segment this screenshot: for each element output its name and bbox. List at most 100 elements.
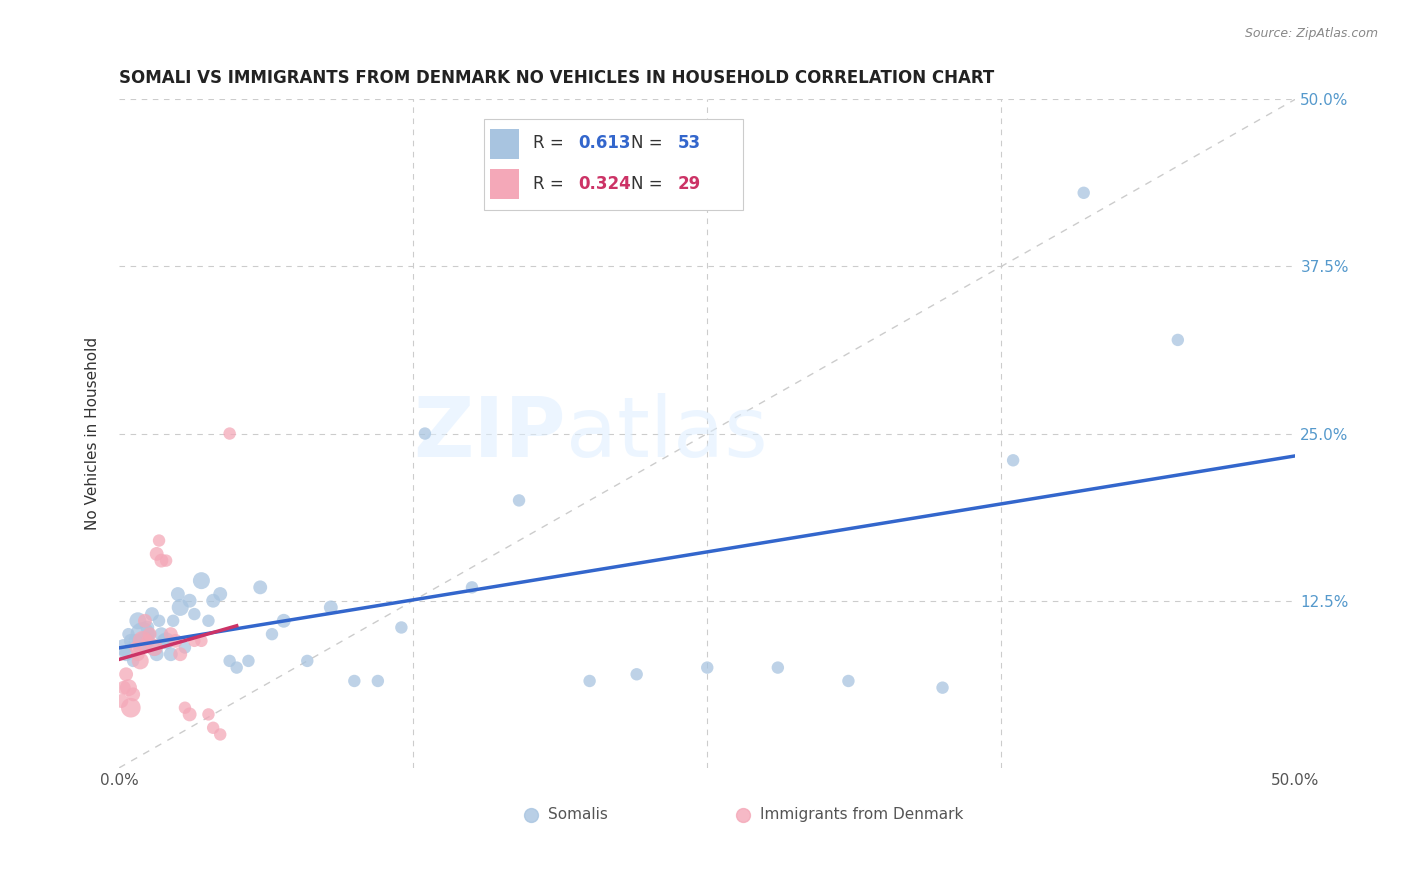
Point (179, 707, 201, 722)
Point (167, 587, 190, 601)
FancyBboxPatch shape (489, 129, 519, 160)
Point (1167, 333, 1189, 347)
Point (117, 627, 139, 641)
Point (837, 673, 859, 688)
Text: 0.613: 0.613 (578, 134, 630, 152)
Point (131, 633, 153, 648)
FancyBboxPatch shape (489, 169, 519, 200)
Point (127, 647, 149, 661)
Point (209, 587, 232, 601)
Point (931, 855, 953, 869)
Y-axis label: No Vehicles in Household: No Vehicles in Household (86, 337, 100, 530)
Point (112, 640, 135, 655)
Point (122, 687, 145, 701)
Text: R =: R = (533, 175, 569, 193)
Point (143, 640, 166, 655)
Point (120, 700, 142, 714)
Point (127, 614, 149, 628)
Text: ZIP: ZIP (413, 393, 567, 474)
Point (197, 707, 219, 722)
Point (183, 633, 205, 648)
Text: Somalis: Somalis (548, 807, 609, 822)
Point (159, 627, 181, 641)
Point (112, 681, 135, 695)
Point (225, 660, 247, 674)
Point (148, 614, 170, 628)
Point (202, 721, 225, 735)
Point (260, 627, 283, 641)
Point (148, 533, 170, 548)
Point (209, 727, 232, 741)
Point (131, 627, 153, 641)
Point (766, 660, 789, 674)
Point (117, 681, 139, 695)
Point (1002, 453, 1025, 467)
Point (155, 553, 177, 567)
Point (626, 667, 648, 681)
Point (124, 640, 146, 655)
Point (578, 673, 600, 688)
Point (162, 614, 184, 628)
Point (115, 647, 138, 661)
Point (145, 547, 167, 561)
Point (413, 426, 436, 441)
Point (150, 627, 173, 641)
Point (138, 627, 160, 641)
Point (202, 593, 225, 607)
Point (238, 654, 260, 668)
Point (145, 647, 167, 661)
FancyBboxPatch shape (484, 120, 742, 210)
Point (124, 633, 146, 648)
Point (174, 700, 197, 714)
Point (136, 633, 159, 648)
Point (150, 553, 173, 567)
Point (218, 426, 240, 441)
Point (343, 673, 366, 688)
Point (319, 600, 342, 615)
Point (143, 640, 166, 655)
Point (297, 654, 319, 668)
Point (110, 694, 132, 708)
Point (183, 607, 205, 621)
Point (165, 633, 187, 648)
Point (152, 633, 174, 648)
Point (197, 614, 219, 628)
Point (696, 660, 718, 674)
Point (508, 493, 530, 508)
Text: N =: N = (631, 175, 668, 193)
Point (169, 647, 191, 661)
Point (136, 620, 159, 634)
Point (129, 640, 152, 655)
Text: R =: R = (533, 134, 569, 152)
Point (218, 654, 240, 668)
Point (122, 654, 145, 668)
Text: atlas: atlas (567, 393, 768, 474)
Point (931, 681, 953, 695)
Point (190, 574, 212, 588)
Text: N =: N = (631, 134, 668, 152)
Point (273, 614, 295, 628)
Point (115, 667, 138, 681)
Point (138, 627, 160, 641)
Point (1355, 855, 1378, 869)
Point (190, 633, 212, 648)
Point (141, 607, 163, 621)
Point (129, 654, 152, 668)
Point (169, 600, 191, 615)
Point (120, 633, 142, 648)
Point (367, 673, 389, 688)
Point (389, 620, 412, 634)
Point (179, 593, 201, 607)
Text: SOMALI VS IMMIGRANTS FROM DENMARK NO VEHICLES IN HOUSEHOLD CORRELATION CHART: SOMALI VS IMMIGRANTS FROM DENMARK NO VEH… (120, 69, 994, 87)
Text: 53: 53 (678, 134, 702, 152)
Point (461, 580, 484, 594)
Text: 29: 29 (678, 175, 702, 193)
Point (1073, 186, 1095, 200)
Point (155, 633, 177, 648)
Text: Source: ZipAtlas.com: Source: ZipAtlas.com (1244, 27, 1378, 40)
Point (134, 633, 156, 648)
Point (159, 647, 181, 661)
Text: 0.324: 0.324 (578, 175, 631, 193)
Point (174, 640, 197, 655)
Point (249, 580, 271, 594)
